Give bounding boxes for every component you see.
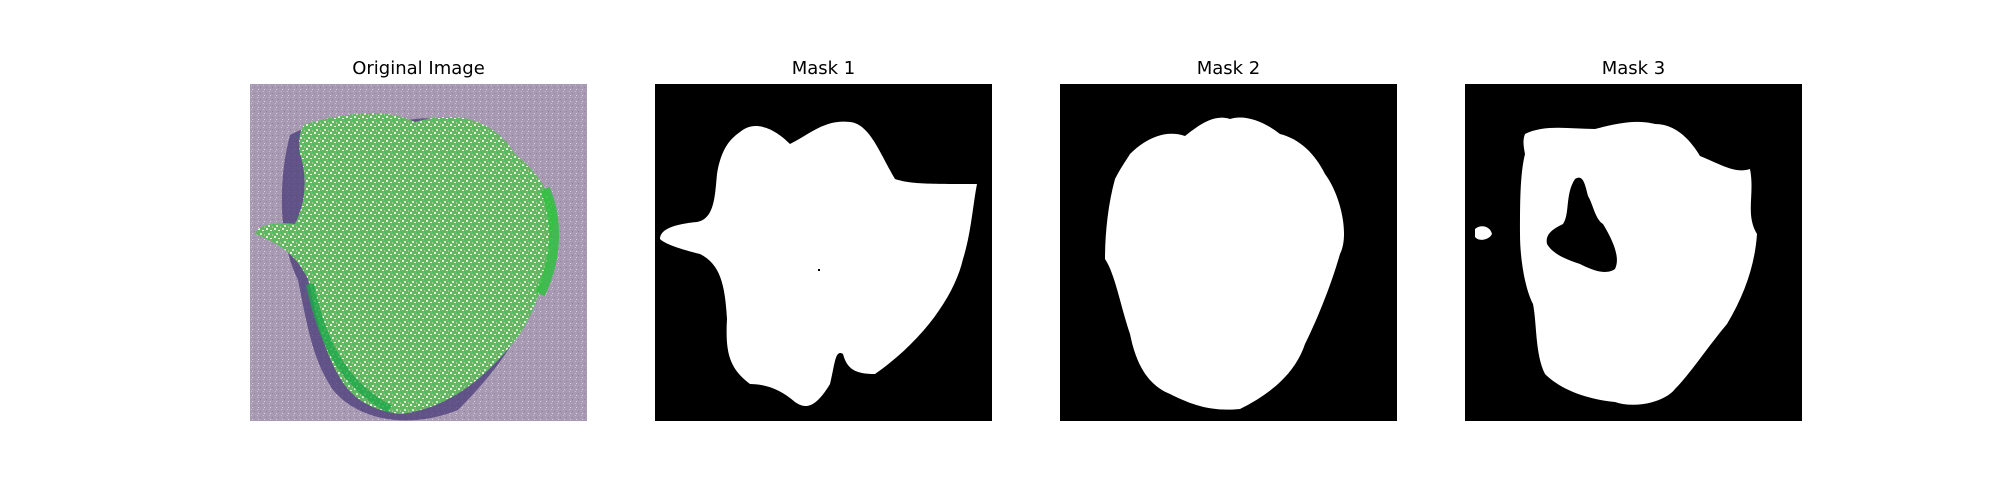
mask-blob — [1475, 226, 1492, 240]
mask-hole — [1546, 177, 1617, 272]
panel-title: Mask 1 — [791, 58, 856, 79]
mask-2-image — [1060, 84, 1397, 421]
mask-3-image — [1465, 84, 1802, 421]
mask-speck — [818, 269, 820, 271]
leaf-tip — [535, 187, 559, 297]
panel-title: Mask 2 — [1196, 58, 1261, 79]
panel-mask-1: Mask 1 — [655, 0, 992, 500]
panel-original-image: Original Image — [250, 0, 587, 500]
panel-mask-2: Mask 2 — [1060, 0, 1397, 500]
panel-title: Original Image — [352, 58, 485, 79]
mask-foreground — [1105, 117, 1345, 410]
panel-mask-3: Mask 3 — [1465, 0, 1802, 500]
leaf-edge — [306, 283, 392, 413]
original-image — [250, 84, 587, 421]
mask-1-image — [655, 84, 992, 421]
panel-title: Mask 3 — [1601, 58, 1666, 79]
mask-foreground — [660, 121, 977, 407]
